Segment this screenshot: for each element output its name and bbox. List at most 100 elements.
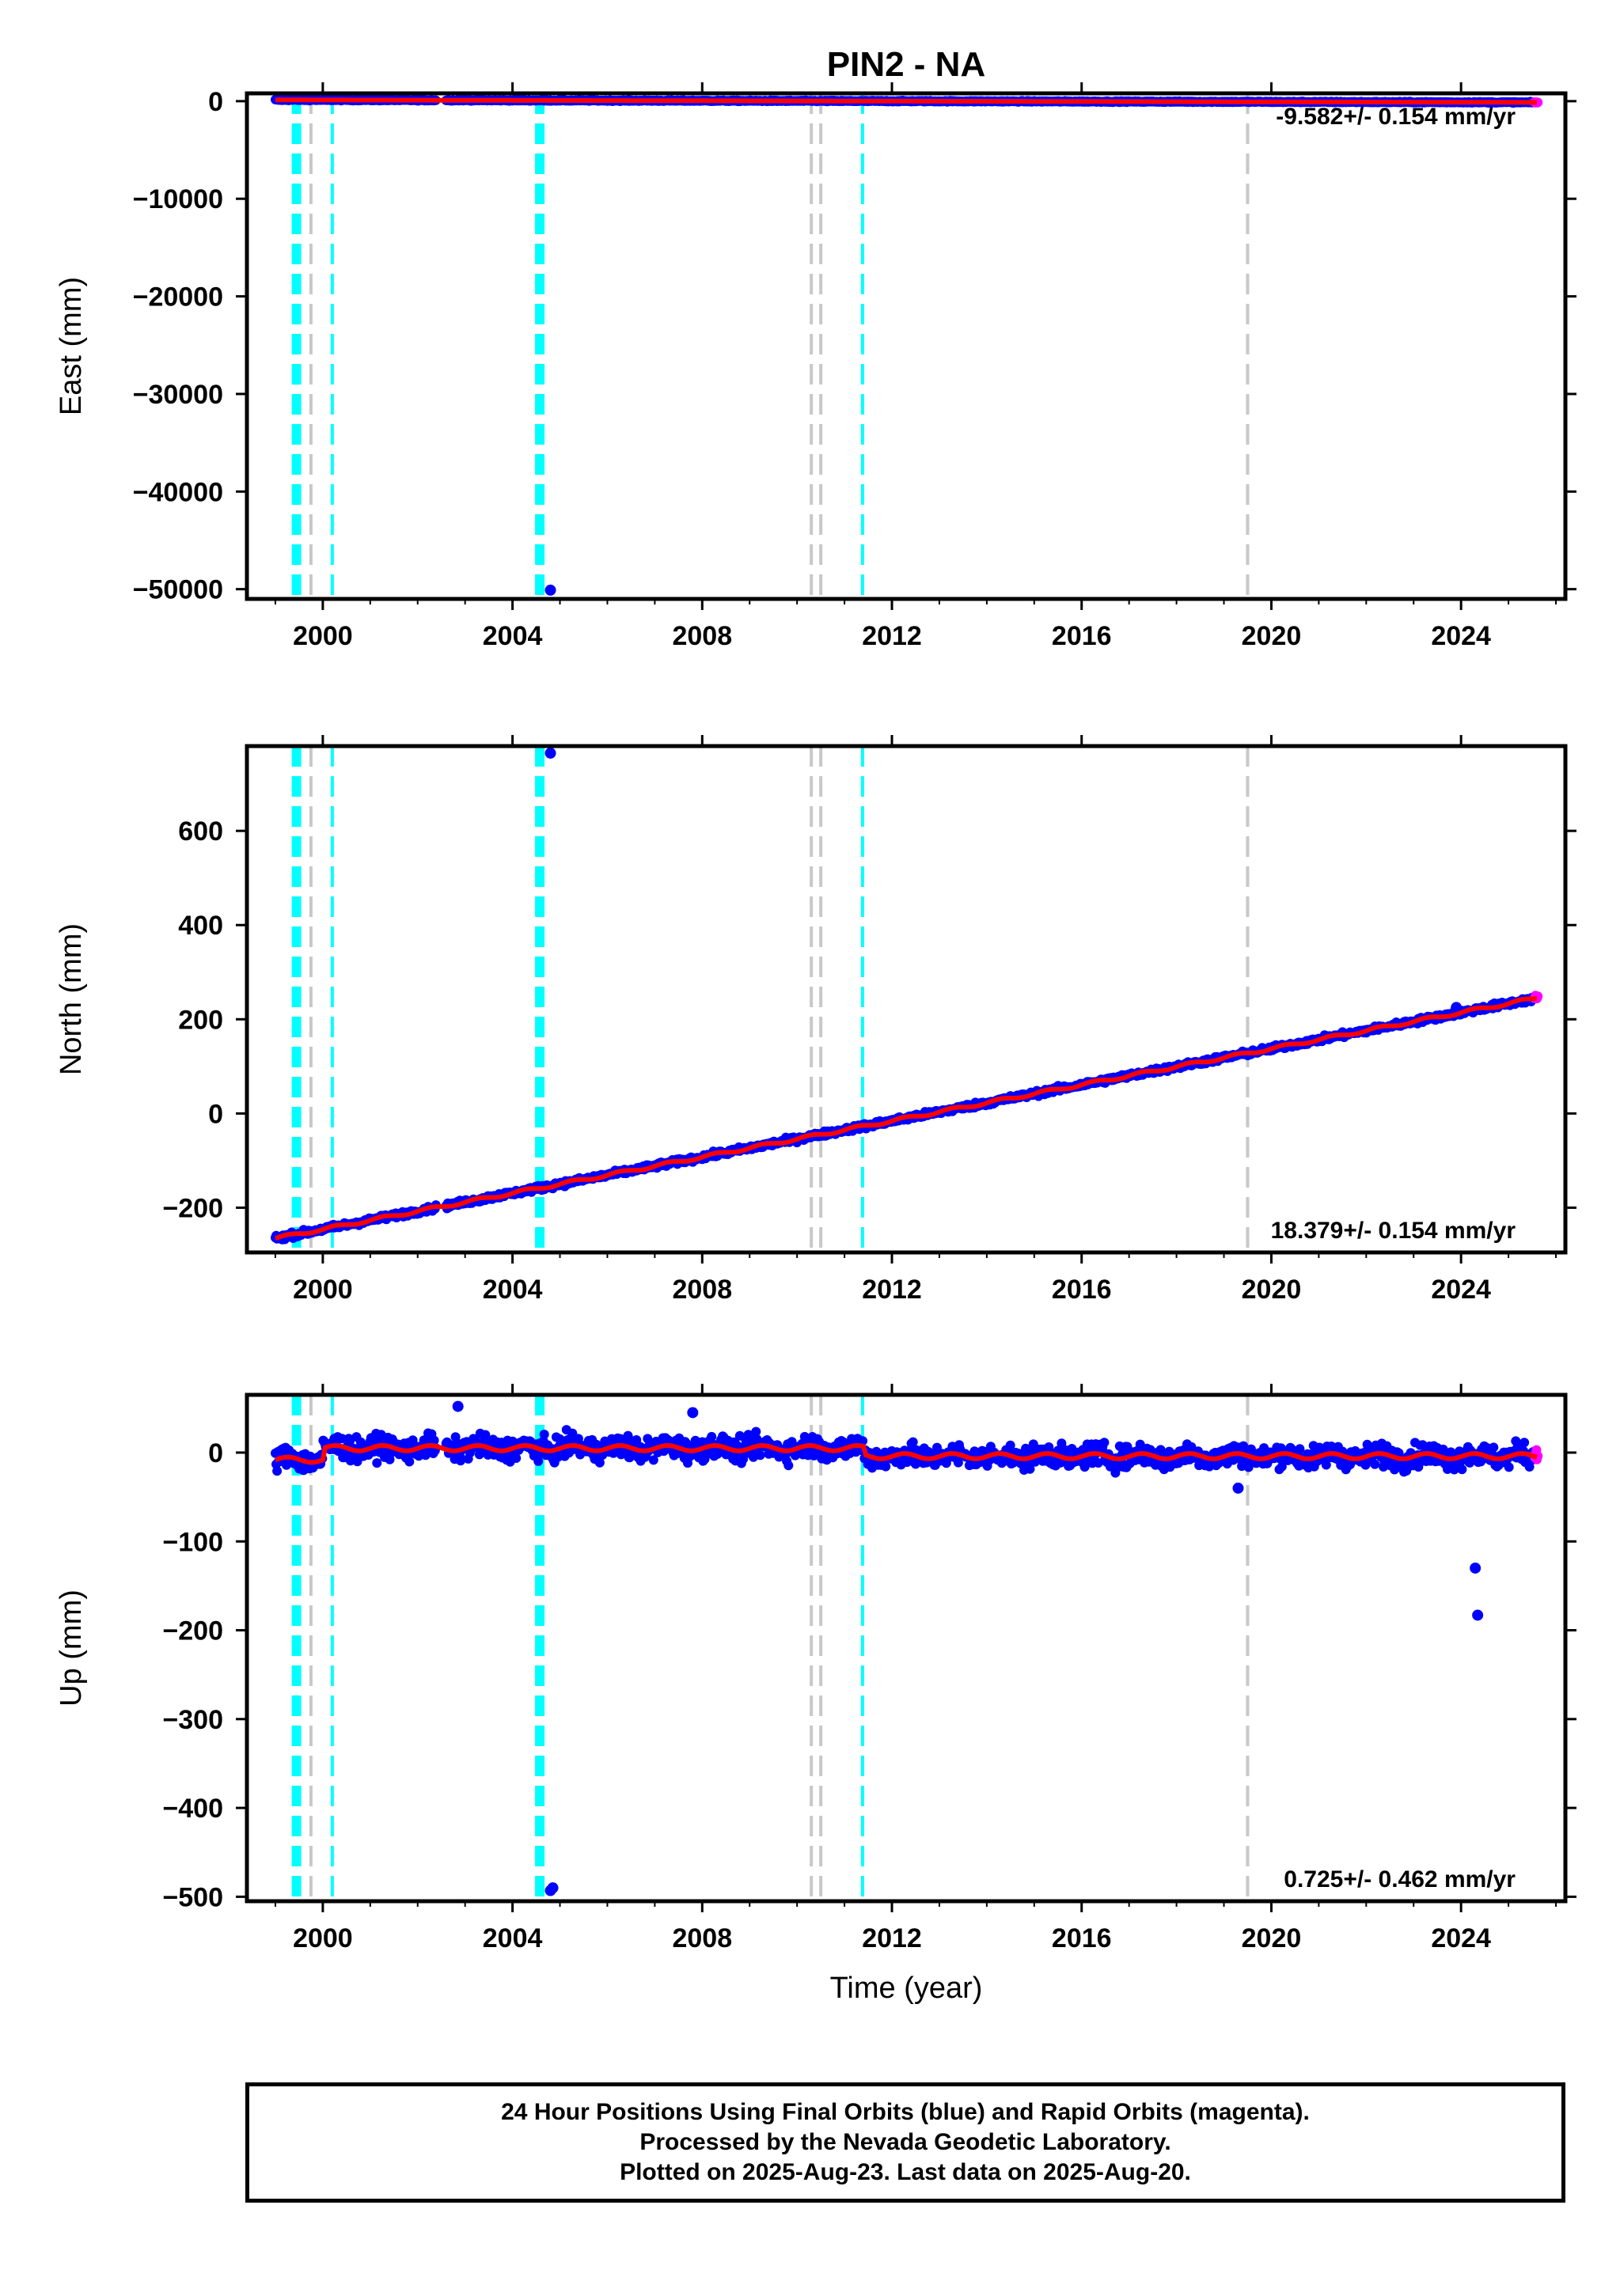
data-point-final <box>1021 1443 1031 1453</box>
x-tick-label: 2000 <box>293 1923 353 1953</box>
y-tick-label: −50000 <box>133 575 223 605</box>
x-tick-label: 2020 <box>1242 1923 1302 1953</box>
data-point-final <box>1295 1444 1305 1454</box>
data-point-final <box>648 1455 658 1465</box>
data-point-final <box>755 1450 765 1461</box>
data-point-final <box>337 1434 347 1444</box>
chart-title: PIN2 - NA <box>827 45 985 84</box>
y-tick-label: −100 <box>162 1527 223 1557</box>
x-tick-label: 2004 <box>483 1275 543 1305</box>
x-tick-label: 2020 <box>1242 1275 1302 1305</box>
outlier-point <box>1232 1482 1244 1494</box>
y-tick-label: −500 <box>162 1882 223 1912</box>
x-tick-label: 2020 <box>1242 621 1302 651</box>
model-line <box>275 1442 1538 1465</box>
data-point-final <box>1524 1462 1535 1472</box>
data-point-final <box>511 1453 522 1463</box>
x-tick-label: 2016 <box>1052 1275 1112 1305</box>
data-point-final <box>1099 1438 1110 1448</box>
data-point-final <box>783 1461 794 1471</box>
outlier-point <box>1472 1609 1484 1621</box>
y-tick-label: −300 <box>162 1705 223 1735</box>
data-point-final <box>456 1456 465 1466</box>
data-point-final <box>953 1457 963 1468</box>
plot-area <box>271 1395 1543 1901</box>
y-tick-label: −200 <box>162 1193 223 1223</box>
y-tick-label: −40000 <box>133 477 223 507</box>
x-tick-label: 2008 <box>672 1923 732 1953</box>
data-point-final <box>429 1435 439 1445</box>
model-line <box>274 996 1537 1241</box>
y-tick-label: −400 <box>162 1794 223 1824</box>
data-point-final <box>1025 1464 1035 1474</box>
y-tick-label: −10000 <box>133 184 223 214</box>
data-point-final <box>594 1457 605 1468</box>
data-point-final <box>1326 1442 1337 1451</box>
footer-line-3: Plotted on 2025-Aug-23. Last data on 202… <box>620 2159 1191 2185</box>
y-tick-label: 400 <box>178 911 223 941</box>
x-tick-label: 2004 <box>483 1923 543 1953</box>
data-point-final <box>1489 1442 1499 1453</box>
data-point-final <box>751 1426 761 1437</box>
x-tick-label: 2024 <box>1431 1275 1491 1305</box>
data-point-final <box>1519 1438 1530 1448</box>
outlier-point <box>1451 1002 1463 1013</box>
y-tick-label: −200 <box>162 1616 223 1646</box>
data-point-final <box>344 1437 355 1447</box>
data-point-final <box>533 1456 544 1466</box>
data-point-final <box>1438 1444 1448 1454</box>
data-point-final <box>1057 1438 1067 1449</box>
data-point-final <box>738 1454 749 1464</box>
data-point-final <box>404 1457 415 1467</box>
data-point-final <box>272 1466 283 1476</box>
data-point-final <box>480 1430 491 1440</box>
data-point-final <box>707 1431 717 1442</box>
outlier-point <box>452 1400 464 1412</box>
data-point-final <box>1504 1462 1514 1472</box>
outlier-point <box>687 1407 699 1419</box>
x-tick-label: 2000 <box>293 1275 353 1305</box>
y-axis-label: North (mm) <box>55 923 88 1075</box>
x-axis-label: Time (year) <box>830 1972 983 2005</box>
x-tick-label: 2000 <box>293 621 353 651</box>
outlier-point <box>544 747 556 759</box>
plot-frame <box>245 744 1568 1255</box>
model-line <box>275 97 1537 105</box>
panel-east: 0 −10000 −20000 −30000 −40000 −50000 2000 2004 2… <box>55 82 1576 651</box>
y-axis-label: East (mm) <box>55 277 88 415</box>
y-tick-label: 0 <box>208 1438 223 1468</box>
x-tick-label: 2024 <box>1431 621 1491 651</box>
y-tick-label: 200 <box>178 1005 223 1035</box>
panel-up: 0 −100 −200 −300 −400 −500 2000 2004 2008 2012 201… <box>55 1384 1576 1953</box>
y-tick-label: −20000 <box>133 282 223 313</box>
y-tick-label: 0 <box>208 87 223 117</box>
x-tick-label: 2004 <box>483 621 543 651</box>
x-tick-label: 2016 <box>1052 621 1112 651</box>
data-point-final <box>1277 1461 1287 1472</box>
x-tick-label: 2008 <box>672 1275 732 1305</box>
y-axis-label: Up (mm) <box>55 1589 88 1707</box>
rate-annotation: 18.379+/- 0.154 mm/yr <box>1271 1218 1516 1244</box>
data-point-final <box>539 1430 549 1439</box>
x-tick-label: 2008 <box>672 621 732 651</box>
outlier-point <box>544 584 556 596</box>
x-tick-label: 2012 <box>862 1275 922 1305</box>
data-point-final <box>1093 1458 1103 1468</box>
data-point-final <box>1457 1464 1467 1475</box>
plot-frame <box>245 1392 1568 1904</box>
footer-line-1: 24 Hour Positions Using Final Orbits (bl… <box>501 2099 1310 2125</box>
y-tick-label: 0 <box>208 1099 223 1129</box>
plot-frame <box>245 91 1568 601</box>
x-tick-label: 2012 <box>862 621 922 651</box>
rate-annotation: -9.582+/- 0.154 mm/yr <box>1276 104 1516 130</box>
plot-area <box>271 746 1543 1252</box>
y-tick-label: −30000 <box>133 380 223 410</box>
plot-area <box>271 93 1543 599</box>
y-tick-label: 600 <box>178 816 223 847</box>
rate-annotation: 0.725+/- 0.462 mm/yr <box>1284 1866 1516 1892</box>
x-tick-label: 2012 <box>862 1923 922 1953</box>
data-point-final <box>881 1461 891 1472</box>
data-point-final <box>372 1458 382 1468</box>
